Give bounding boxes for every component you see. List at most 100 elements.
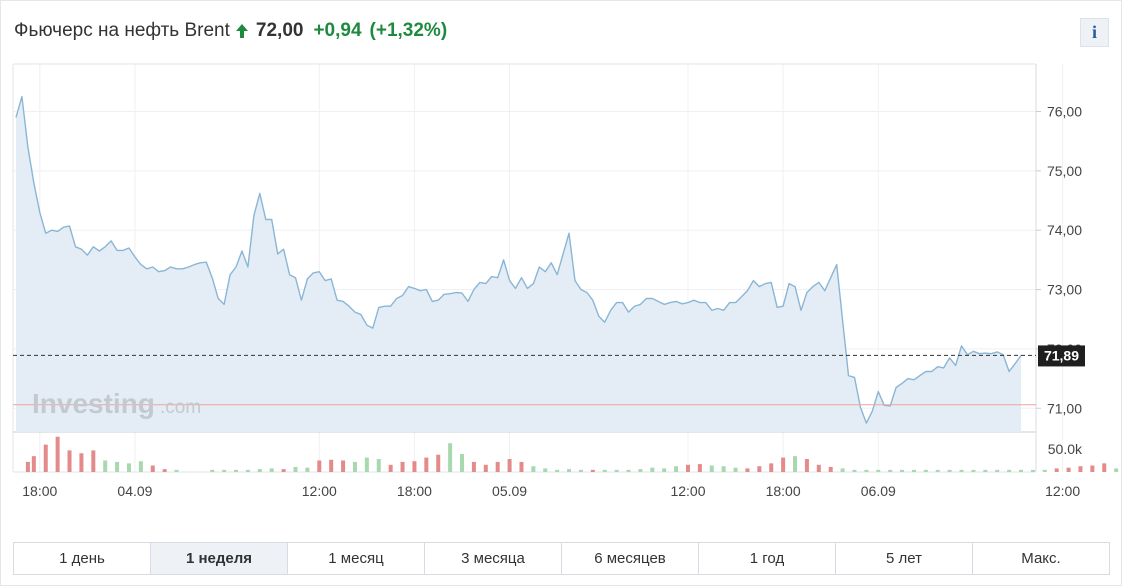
- volume-bar: [971, 469, 976, 472]
- volume-bar: [1007, 469, 1012, 472]
- volume-bar: [91, 450, 96, 472]
- x-tick-label: 04.09: [117, 483, 152, 499]
- y-tick-label: 71,00: [1047, 400, 1082, 416]
- current-price-marker: 71,89: [1038, 345, 1085, 367]
- range-5-years[interactable]: 5 лет: [836, 543, 973, 574]
- volume-bar: [840, 468, 845, 472]
- range-max[interactable]: Макс.: [973, 543, 1109, 574]
- volume-bar: [721, 466, 726, 472]
- volume-bar: [471, 461, 476, 472]
- price-change-percent: (+1,32%): [369, 20, 448, 41]
- volume-bar: [733, 467, 738, 472]
- price-change: +0,94: [313, 20, 362, 41]
- volume-bar: [55, 436, 60, 472]
- price-area-fill: [16, 96, 1021, 432]
- volume-bar: [911, 469, 916, 472]
- volume-bar: [364, 457, 369, 472]
- volume-bar: [507, 459, 512, 472]
- instrument-title: Фьючерс на нефть Brent: [14, 20, 230, 41]
- volume-bar: [816, 464, 821, 472]
- volume-bar: [31, 456, 36, 472]
- volume-bar: [293, 466, 298, 472]
- volume-bar: [876, 469, 881, 472]
- watermark-brand: Investing: [32, 388, 155, 419]
- volume-bar: [947, 469, 952, 472]
- volume-bar: [745, 468, 750, 472]
- volume-bar: [222, 469, 227, 472]
- volume-bar: [995, 469, 1000, 472]
- volume-bar: [317, 460, 322, 472]
- volume-bar: [519, 461, 524, 472]
- volume-bar: [828, 466, 833, 472]
- volume-bar: [578, 469, 583, 472]
- volume-bar: [79, 453, 84, 472]
- volume-bar: [448, 443, 453, 472]
- info-button[interactable]: i: [1080, 18, 1109, 47]
- x-tick-label: 12:00: [670, 483, 705, 499]
- volume-bar: [234, 469, 239, 472]
- volume-bar: [495, 461, 500, 472]
- volume-bar: [650, 467, 655, 472]
- range-1-day[interactable]: 1 день: [14, 543, 151, 574]
- volume-bar: [400, 461, 405, 472]
- volume-bar: [888, 469, 893, 472]
- volume-bar: [138, 461, 143, 472]
- current-price-label: 71,89: [1044, 347, 1079, 363]
- current-price-badge: [1038, 345, 1085, 367]
- volume-bar: [103, 460, 108, 472]
- x-tick-label: 12:00: [302, 483, 337, 499]
- volume-bar: [1042, 469, 1047, 472]
- volume-bar: [757, 466, 762, 472]
- volume-bar: [115, 461, 120, 472]
- volume-bar: [257, 469, 262, 472]
- x-tick-label: 18:00: [22, 483, 57, 499]
- x-tick-label: 18:00: [397, 483, 432, 499]
- reference-lines: [13, 354, 1036, 406]
- y-tick-label: 74,00: [1047, 222, 1082, 238]
- volume-bar: [1054, 468, 1059, 472]
- volume-bar: [424, 457, 429, 472]
- volume-bar: [245, 469, 250, 472]
- price-line: [15, 95, 1022, 424]
- volume-bar: [1066, 467, 1071, 472]
- volume-bar: [162, 469, 167, 472]
- volume-bar: [1078, 466, 1083, 472]
- volume-bar: [555, 469, 560, 472]
- volume-bar: [329, 459, 334, 472]
- volume-bar: [412, 461, 417, 472]
- range-3-months[interactable]: 3 месяца: [425, 543, 562, 574]
- y-tick-label: 73,00: [1047, 282, 1082, 298]
- price-chart[interactable]: 71,00 72,00 73,00 74,00 75,00 76,00 50.0k 18:00…: [0, 0, 1124, 540]
- last-price: 72,00: [255, 20, 304, 41]
- volume-bar: [804, 459, 809, 472]
- volume-bar: [531, 466, 536, 472]
- volume-bar: [923, 469, 928, 472]
- volume-bar: [709, 465, 714, 472]
- volume-bar: [626, 469, 631, 472]
- y-tick-label: 76,00: [1047, 103, 1082, 119]
- range-1-month[interactable]: 1 месяц: [288, 543, 425, 574]
- range-6-months[interactable]: 6 месяцев: [562, 543, 699, 574]
- price-area: [15, 95, 1022, 432]
- range-1-week[interactable]: 1 неделя: [151, 543, 288, 574]
- volume-bar: [376, 459, 381, 472]
- volume-bar: [662, 468, 667, 472]
- x-tick-label: 06.09: [861, 483, 896, 499]
- volume-bar: [543, 468, 548, 472]
- volume-bar: [614, 469, 619, 472]
- volume-bar: [685, 464, 690, 472]
- volume-bar: [341, 460, 346, 472]
- volume-bar: [126, 463, 131, 472]
- range-1-year[interactable]: 1 год: [699, 543, 836, 574]
- volume-bar: [1102, 463, 1107, 472]
- volume-bar: [281, 469, 286, 472]
- volume-bar: [900, 469, 905, 472]
- volume-bar: [460, 454, 465, 472]
- investing-watermark: Investing .com: [32, 388, 201, 419]
- volume-bar: [638, 469, 643, 472]
- volume-bar: [602, 469, 607, 472]
- volume-bar: [67, 450, 72, 472]
- volume-bar: [769, 463, 774, 472]
- x-tick-label: 05.09: [492, 483, 527, 499]
- volume-bars: [25, 436, 1119, 472]
